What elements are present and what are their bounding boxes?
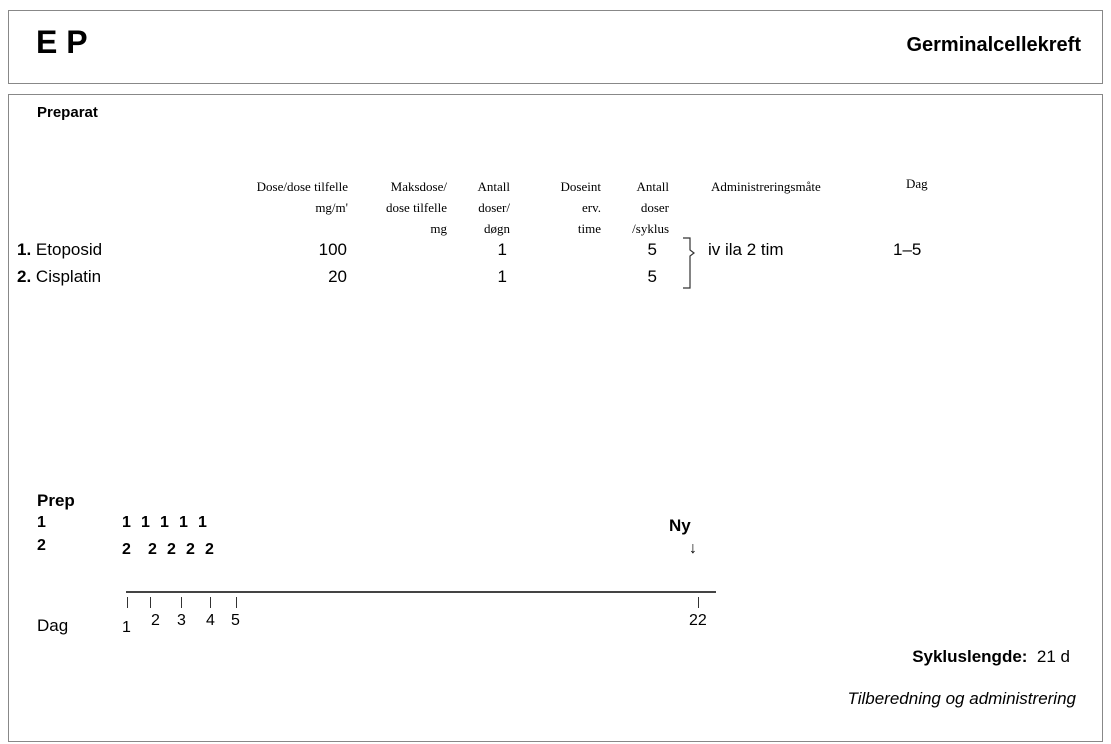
col-dose: Dose/dose tilfelle mg/m'	[257, 176, 348, 218]
col-doseint: Doseint erv. time	[561, 176, 601, 239]
drug-num: 2.	[17, 267, 32, 286]
new-cycle-label: Ny	[669, 516, 691, 535]
drug-per-dogn: 1	[497, 267, 507, 286]
dose-mark-1: 1	[160, 514, 169, 531]
dag-value: 1–5	[893, 240, 922, 259]
day-number: 2	[151, 612, 160, 629]
col-text: dose tilfelle	[385, 200, 447, 215]
category-title: Germinalcellekreft	[906, 34, 1081, 56]
col-text: doser/	[478, 200, 510, 215]
dose-mark-2: 2	[205, 541, 214, 558]
col-text: Antall	[636, 179, 670, 194]
col-antall-dogn: Antall doser/døgn	[478, 176, 511, 239]
tick	[127, 597, 128, 608]
section-label: Preparat	[37, 104, 98, 121]
col-text: mg	[430, 221, 447, 236]
col-antall-syklus: Antall doser/syklus	[632, 176, 669, 239]
cycle-value: 21 d	[1036, 647, 1070, 666]
day-number: 22	[689, 612, 707, 629]
drug-per-syklus: 5	[647, 267, 657, 286]
cycle-label: Sykluslengde:	[912, 647, 1028, 666]
dose-mark-2: 2	[148, 541, 157, 558]
col-dag: Dag	[906, 176, 928, 191]
dose-mark-1: 1	[141, 514, 150, 531]
tick	[698, 597, 699, 608]
tick	[236, 597, 237, 608]
drug-row: 1. Etoposid	[17, 240, 102, 260]
prep-label: Prep	[37, 491, 75, 510]
regimen-title: E P	[36, 24, 88, 60]
drug-dose: 100	[318, 240, 347, 259]
bracket-icon	[683, 237, 695, 289]
cycle-length: Sykluslengde: 21 d	[912, 647, 1070, 667]
tick	[150, 597, 151, 608]
tick	[210, 597, 211, 608]
col-text: Dose/dose tilfelle	[256, 179, 348, 194]
day-number: 5	[231, 612, 240, 629]
day-number: 1	[122, 619, 131, 636]
col-text: Doseint	[560, 179, 601, 194]
col-maks: Maksdose/dose tilfelle mg	[386, 176, 447, 239]
admin-value: iv ila 2 tim	[708, 240, 784, 259]
drug-num: 1.	[17, 240, 32, 259]
dose-mark-2: 2	[122, 541, 131, 558]
drug-row: 2. Cisplatin	[17, 267, 101, 287]
col-text: /syklus	[632, 221, 669, 236]
col-text: doser	[640, 200, 669, 215]
timeline-axis	[126, 591, 716, 593]
row1-label: 1	[37, 514, 46, 531]
col-text: mg/m'	[315, 200, 348, 215]
down-arrow-icon: ↓	[689, 540, 697, 557]
col-admin: Administreringsmåte	[711, 179, 821, 194]
drug-per-dogn: 1	[497, 240, 507, 259]
dose-mark-2: 2	[167, 541, 176, 558]
dose-mark-2: 2	[186, 541, 195, 558]
col-text: Maksdose/	[390, 179, 447, 194]
day-number: 3	[177, 612, 186, 629]
drug-name: Etoposid	[35, 240, 103, 259]
tick	[181, 597, 182, 608]
col-text: erv.	[581, 200, 601, 215]
col-text: time	[577, 221, 601, 236]
preparation-link[interactable]: Tilberedning og administrering	[847, 689, 1076, 708]
drug-per-syklus: 5	[647, 240, 657, 259]
dose-mark-1: 1	[179, 514, 188, 531]
col-text: Antall	[477, 179, 511, 194]
dose-mark-1: 1	[198, 514, 207, 531]
row2-label: 2	[37, 537, 46, 554]
dose-mark-1: 1	[122, 514, 131, 531]
day-label: Dag	[37, 616, 69, 635]
drug-name: Cisplatin	[35, 267, 102, 286]
drug-dose: 20	[328, 267, 347, 286]
header-box	[8, 10, 1103, 84]
col-text: døgn	[484, 221, 510, 236]
day-number: 4	[206, 612, 215, 629]
main-box	[8, 94, 1103, 742]
